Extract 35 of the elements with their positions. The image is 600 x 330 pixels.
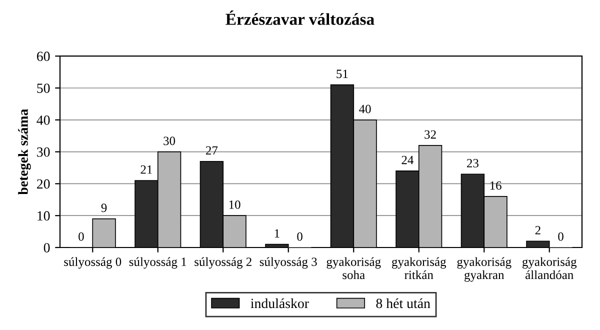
data-label: 24 — [402, 156, 414, 164]
y-tick-label: 20 — [37, 179, 50, 189]
y-tick-label: 40 — [36, 115, 50, 125]
data-label: 0 — [297, 232, 302, 241]
x-tick-label: gyakoriság gyakran — [457, 257, 512, 282]
data-label: 51 — [336, 70, 348, 78]
x-tick-label: súlyosság 0 — [64, 257, 122, 269]
x-tick-label: gyakoriság ritkán — [392, 257, 446, 280]
x-tick-label: súlyosság 3 — [260, 257, 317, 269]
data-label: 30 — [164, 136, 176, 146]
y-tick-label: 60 — [36, 52, 50, 62]
x-tick-label: gyakoriság állandóan — [522, 257, 577, 280]
data-label: 1 — [274, 229, 280, 238]
y-tick-label: 50 — [37, 84, 50, 93]
legend-label: 8 hét után — [376, 298, 430, 308]
data-label: 16 — [490, 181, 502, 190]
data-label: 23 — [467, 159, 478, 168]
chart-title: Érzészavar változása — [226, 10, 374, 25]
data-label: 0 — [78, 232, 84, 241]
x-tick-label: súlyosság 2 — [194, 257, 252, 269]
y-tick-label: 0 — [44, 243, 50, 252]
data-label: 27 — [206, 146, 218, 155]
data-label: 40 — [359, 104, 371, 114]
data-label: 9 — [101, 204, 107, 212]
data-label: 10 — [229, 200, 240, 209]
legend-label: induláskor — [250, 298, 309, 308]
data-label: 32 — [424, 130, 436, 139]
y-axis-title: betegek száma — [18, 109, 31, 195]
x-tick-label: gyakoriság soha — [326, 257, 381, 280]
data-label: 0 — [558, 232, 564, 241]
y-tick-label: 10 — [38, 211, 50, 221]
y-tick-label: 30 — [37, 147, 50, 157]
data-label: 2 — [535, 226, 540, 234]
data-label: 21 — [140, 165, 152, 174]
x-tick-label: súlyosság 1 — [129, 257, 186, 269]
